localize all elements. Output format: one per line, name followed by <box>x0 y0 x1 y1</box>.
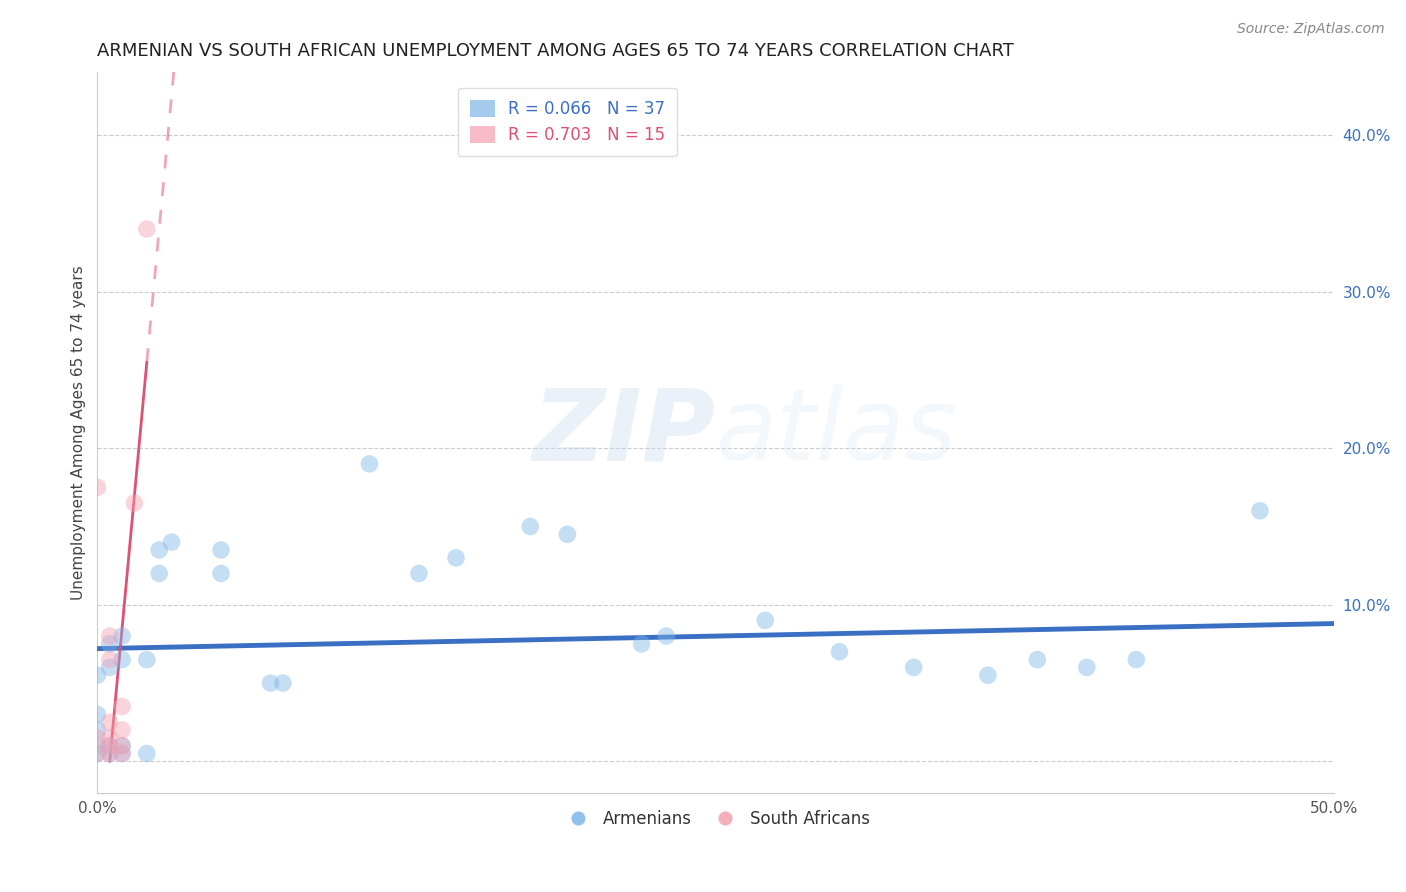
Point <box>1026 652 1049 666</box>
Point <box>1249 504 1271 518</box>
Point <box>754 614 776 628</box>
Point <box>111 747 134 761</box>
Point <box>135 652 157 666</box>
Point <box>111 699 134 714</box>
Point <box>828 645 851 659</box>
Point <box>977 668 1000 682</box>
Point <box>98 731 121 745</box>
Point <box>557 527 579 541</box>
Point <box>98 747 121 761</box>
Point <box>98 629 121 643</box>
Point <box>209 543 232 558</box>
Point <box>111 747 134 761</box>
Point <box>259 676 281 690</box>
Text: ZIP: ZIP <box>533 384 716 481</box>
Point <box>86 723 108 737</box>
Point <box>135 222 157 236</box>
Legend: Armenians, South Africans: Armenians, South Africans <box>554 804 877 835</box>
Point <box>98 739 121 753</box>
Point <box>209 566 232 581</box>
Point <box>86 747 108 761</box>
Point <box>444 550 467 565</box>
Point <box>98 715 121 730</box>
Point <box>124 496 146 510</box>
Point <box>111 739 134 753</box>
Point <box>630 637 652 651</box>
Point <box>111 629 134 643</box>
Point <box>86 747 108 761</box>
Point <box>359 457 381 471</box>
Point <box>1076 660 1098 674</box>
Y-axis label: Unemployment Among Ages 65 to 74 years: Unemployment Among Ages 65 to 74 years <box>72 265 86 600</box>
Point <box>98 637 121 651</box>
Point <box>1125 652 1147 666</box>
Point <box>98 652 121 666</box>
Point <box>86 739 108 753</box>
Text: ARMENIAN VS SOUTH AFRICAN UNEMPLOYMENT AMONG AGES 65 TO 74 YEARS CORRELATION CHA: ARMENIAN VS SOUTH AFRICAN UNEMPLOYMENT A… <box>97 42 1014 60</box>
Point <box>111 739 134 753</box>
Point <box>519 519 541 533</box>
Point <box>98 739 121 753</box>
Text: Source: ZipAtlas.com: Source: ZipAtlas.com <box>1237 22 1385 37</box>
Point <box>86 707 108 722</box>
Point <box>98 660 121 674</box>
Point <box>408 566 430 581</box>
Point <box>148 543 170 558</box>
Point <box>655 629 678 643</box>
Text: atlas: atlas <box>716 384 957 481</box>
Point <box>86 668 108 682</box>
Point <box>86 480 108 494</box>
Point <box>160 535 183 549</box>
Point <box>148 566 170 581</box>
Point <box>86 731 108 745</box>
Point <box>903 660 925 674</box>
Point <box>111 723 134 737</box>
Point <box>98 747 121 761</box>
Point <box>271 676 294 690</box>
Point <box>111 652 134 666</box>
Point <box>135 747 157 761</box>
